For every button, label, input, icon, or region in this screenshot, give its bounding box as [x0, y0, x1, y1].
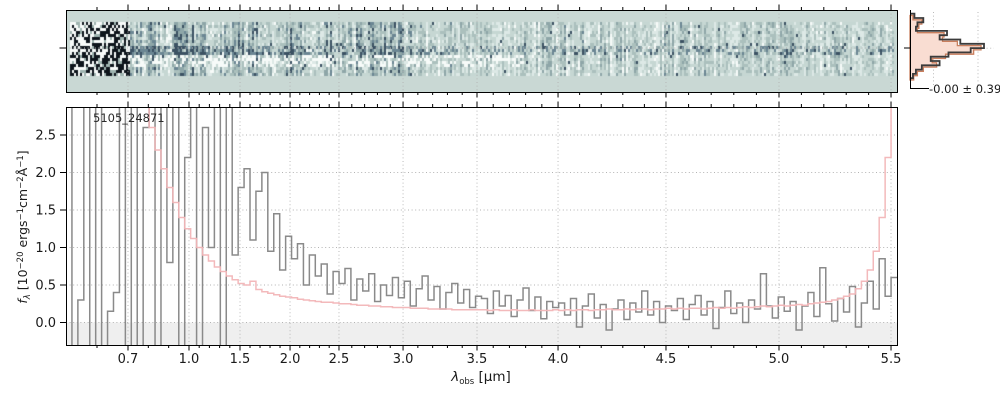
svg-text:1.0: 1.0: [179, 352, 200, 367]
svg-text:0.7: 0.7: [118, 352, 139, 367]
svg-text:2.5: 2.5: [329, 352, 350, 367]
spine-2d-panel: [66, 10, 898, 93]
svg-text:5.5: 5.5: [881, 352, 902, 367]
svg-text:1.5: 1.5: [230, 352, 251, 367]
source-id-label: 5105_24871: [93, 111, 165, 125]
2d-spectrum-image: [66, 10, 897, 92]
svg-text:3.5: 3.5: [467, 352, 488, 367]
histogram-salmon-series: [909, 14, 982, 81]
residual-stats-label: -0.00 ± 0.39: [929, 82, 1000, 96]
below-zero-shade: [66, 322, 897, 345]
svg-text:2.5: 2.5: [35, 129, 56, 144]
residual-histogram: [909, 12, 985, 81]
svg-text:1.5: 1.5: [35, 204, 56, 219]
spectrum-series: [71, 107, 897, 345]
flux-step-line: [71, 107, 897, 345]
svg-text:0.0: 0.0: [35, 316, 56, 331]
svg-text:2.0: 2.0: [280, 352, 301, 367]
x-axis-label: λobs [μm]: [451, 369, 511, 387]
histogram-dark-series: [910, 12, 985, 80]
grid-2d-panel: [66, 10, 897, 92]
tick-labels: 0.7 1.0 1.5 2.0 2.5 3.0 3.5 4.0 4.5 5.0 5.5 0.0 0.5 1…: [35, 129, 901, 368]
axes-spines-ticks: [59, 4, 929, 351]
uncertainty-step-line: [148, 107, 892, 312]
spine-1d-panel: [66, 107, 898, 346]
svg-text:1.0: 1.0: [35, 241, 56, 256]
svg-text:4.5: 4.5: [656, 352, 677, 367]
svg-text:5.0: 5.0: [769, 352, 790, 367]
svg-text:4.0: 4.0: [548, 352, 569, 367]
svg-text:3.0: 3.0: [393, 352, 414, 367]
svg-text:0.5: 0.5: [35, 279, 56, 294]
y-axis-label: fλ [10−20 ergs−1cm−2Å−1]: [15, 150, 33, 304]
svg-text:2.0: 2.0: [35, 166, 56, 181]
